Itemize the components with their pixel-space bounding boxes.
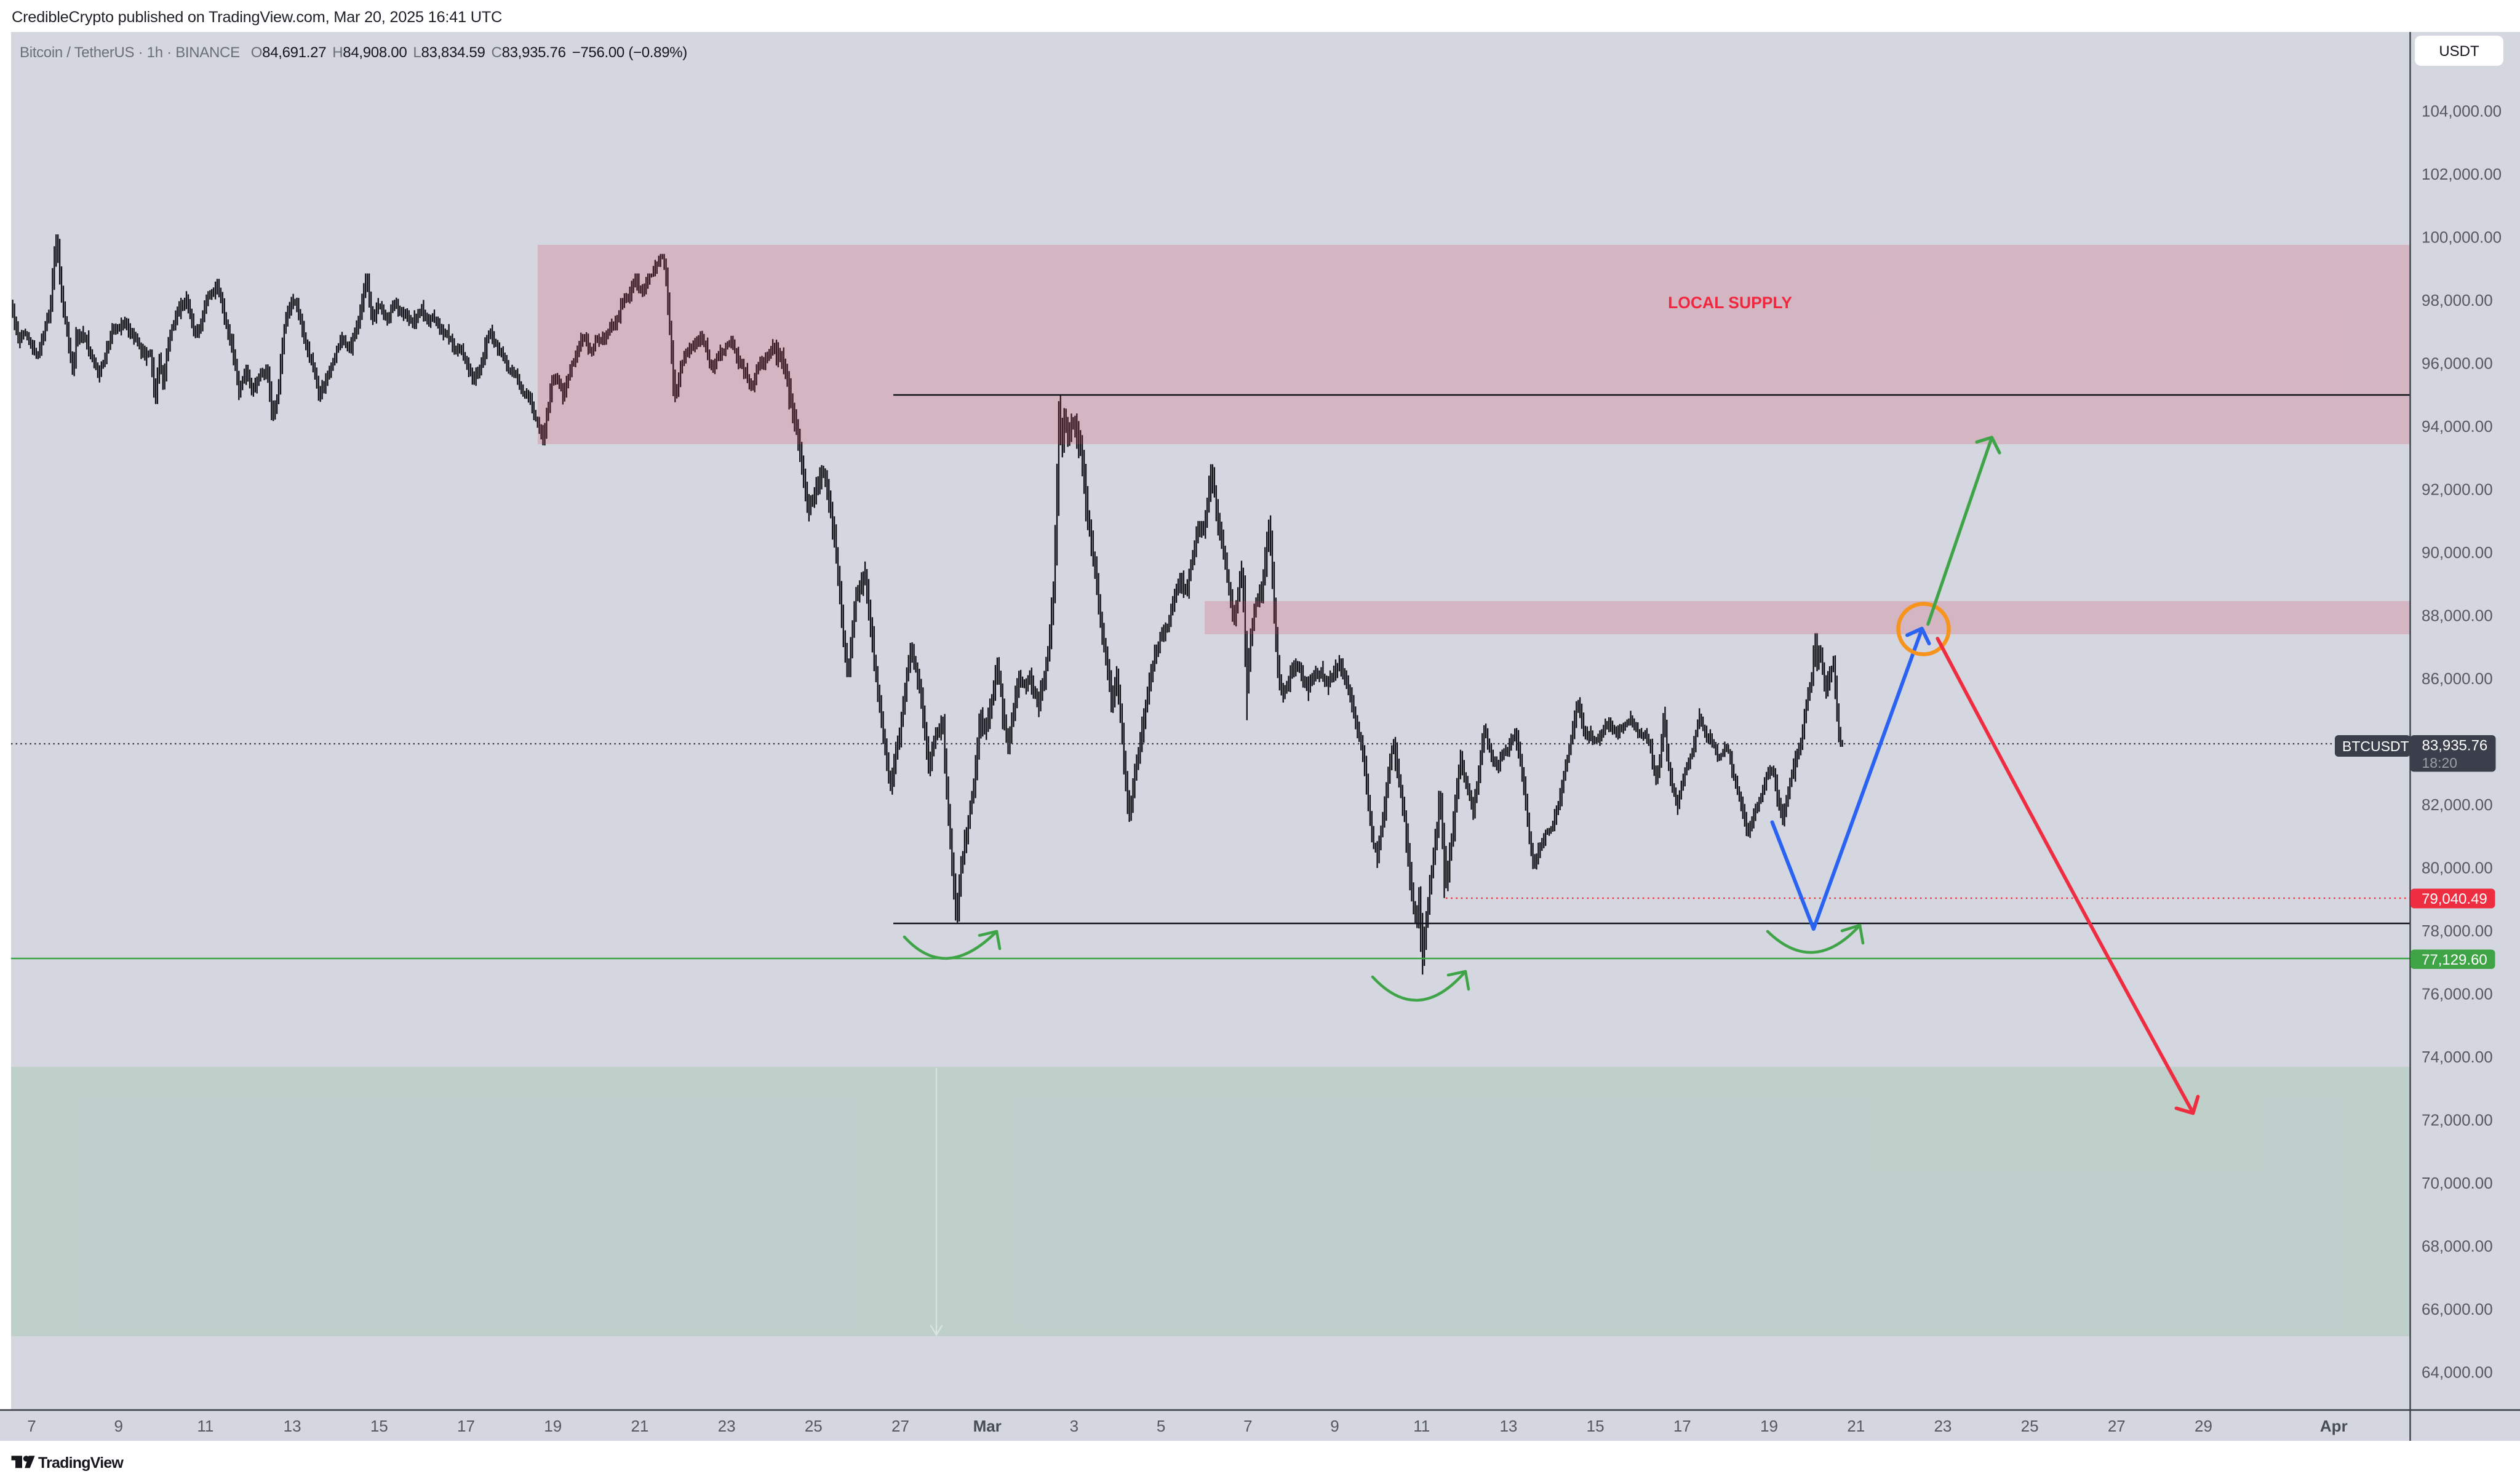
svg-text:9: 9 xyxy=(114,1417,122,1435)
svg-text:78,000.00: 78,000.00 xyxy=(2422,922,2493,940)
svg-text:82,000.00: 82,000.00 xyxy=(2422,795,2493,814)
svg-text:21: 21 xyxy=(1847,1417,1865,1435)
svg-text:USDT: USDT xyxy=(2439,43,2479,60)
svg-text:19: 19 xyxy=(544,1417,562,1435)
svg-text:19: 19 xyxy=(1760,1417,1778,1435)
svg-text:9: 9 xyxy=(1330,1417,1339,1435)
svg-text:13: 13 xyxy=(284,1417,301,1435)
svg-text:77,129.60: 77,129.60 xyxy=(2422,952,2487,968)
svg-text:BTCUSDT: BTCUSDT xyxy=(2342,738,2409,754)
svg-text:96,000.00: 96,000.00 xyxy=(2422,354,2493,373)
svg-text:17: 17 xyxy=(1673,1417,1691,1435)
svg-text:64,000.00: 64,000.00 xyxy=(2422,1363,2493,1382)
svg-text:5: 5 xyxy=(1157,1417,1165,1435)
svg-text:27: 27 xyxy=(2108,1417,2126,1435)
svg-text:Apr: Apr xyxy=(2320,1417,2348,1435)
svg-text:18:20: 18:20 xyxy=(2422,755,2458,771)
svg-text:23: 23 xyxy=(1934,1417,1952,1435)
svg-text:11: 11 xyxy=(197,1417,213,1435)
svg-text:74,000.00: 74,000.00 xyxy=(2422,1048,2493,1066)
svg-text:7: 7 xyxy=(1243,1417,1252,1435)
svg-text:23: 23 xyxy=(718,1417,736,1435)
svg-text:21: 21 xyxy=(631,1417,648,1435)
svg-text:17: 17 xyxy=(457,1417,475,1435)
svg-text:104,000.00: 104,000.00 xyxy=(2422,102,2502,121)
svg-text:70,000.00: 70,000.00 xyxy=(2422,1174,2493,1192)
svg-text:100,000.00: 100,000.00 xyxy=(2422,228,2502,247)
svg-text:3: 3 xyxy=(1070,1417,1079,1435)
svg-text:7: 7 xyxy=(27,1417,36,1435)
svg-text:Bitcoin / TetherUS · 1h · BINA: Bitcoin / TetherUS · 1h · BINANCE O84,691… xyxy=(20,44,687,61)
svg-text:25: 25 xyxy=(805,1417,823,1435)
svg-text:TradingView: TradingView xyxy=(38,1454,124,1472)
svg-text:Mar: Mar xyxy=(973,1417,1002,1435)
svg-text:13: 13 xyxy=(1499,1417,1517,1435)
svg-text:15: 15 xyxy=(370,1417,388,1435)
svg-text:79,040.49: 79,040.49 xyxy=(2422,891,2487,907)
svg-text:LOCAL SUPPLY: LOCAL SUPPLY xyxy=(1668,293,1792,312)
svg-text:72,000.00: 72,000.00 xyxy=(2422,1111,2493,1129)
svg-text:80,000.00: 80,000.00 xyxy=(2422,859,2493,877)
svg-text:68,000.00: 68,000.00 xyxy=(2422,1237,2493,1256)
svg-text:11: 11 xyxy=(1413,1417,1430,1435)
svg-text:92,000.00: 92,000.00 xyxy=(2422,480,2493,499)
svg-text:86,000.00: 86,000.00 xyxy=(2422,669,2493,688)
svg-text:66,000.00: 66,000.00 xyxy=(2422,1300,2493,1318)
svg-text:83,935.76: 83,935.76 xyxy=(2422,738,2488,754)
svg-text:15: 15 xyxy=(1587,1417,1605,1435)
svg-text:76,000.00: 76,000.00 xyxy=(2422,985,2493,1003)
svg-text:29: 29 xyxy=(2195,1417,2212,1435)
svg-text:98,000.00: 98,000.00 xyxy=(2422,291,2493,309)
svg-text:90,000.00: 90,000.00 xyxy=(2422,543,2493,562)
svg-text:88,000.00: 88,000.00 xyxy=(2422,607,2493,625)
svg-text:27: 27 xyxy=(891,1417,909,1435)
svg-text:94,000.00: 94,000.00 xyxy=(2422,417,2493,436)
svg-text:CredibleCrypto published on Tr: CredibleCrypto published on TradingView.… xyxy=(12,9,502,26)
svg-text:25: 25 xyxy=(2021,1417,2039,1435)
svg-text:102,000.00: 102,000.00 xyxy=(2422,165,2502,183)
